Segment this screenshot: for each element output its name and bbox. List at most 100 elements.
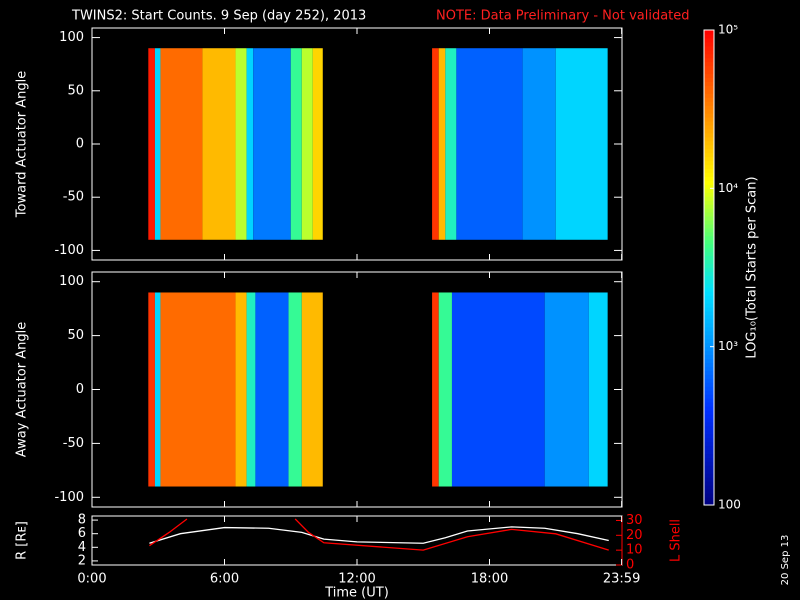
heat-cell	[438, 48, 446, 240]
colorbar-tick-label: 10³	[718, 339, 738, 353]
heat-cell	[160, 292, 236, 487]
heat-cell	[432, 292, 439, 487]
colorbar-swatch	[704, 497, 714, 502]
colorbar-swatch	[704, 247, 714, 253]
colorbar-swatch	[704, 287, 714, 292]
colorbar-swatch	[704, 485, 714, 490]
colorbar-swatch	[704, 255, 714, 261]
colorbar-swatch	[704, 117, 714, 122]
heat-cell	[160, 48, 203, 240]
colorbar-swatch	[704, 49, 714, 55]
colorbar-swatch	[704, 386, 714, 391]
colorbar-swatch	[704, 263, 714, 268]
colorbar-swatch	[704, 437, 714, 443]
colorbar-swatch	[704, 449, 714, 455]
colorbar-tick-label: 10⁵	[718, 23, 738, 37]
heat-cell	[438, 292, 452, 487]
colorbar-swatch	[704, 299, 714, 304]
colorbar-swatch	[704, 180, 714, 185]
heat-cell	[253, 48, 291, 240]
y-tick-label: -100	[54, 243, 84, 258]
colorbar-swatch	[704, 354, 714, 360]
y-tick-label: 100	[59, 274, 84, 289]
heat-cell	[202, 48, 236, 240]
colorbar-swatch	[704, 303, 714, 308]
colorbar-swatch	[704, 330, 714, 336]
colorbar-tick-label: 100	[718, 498, 741, 512]
note: NOTE: Data Preliminary - Not validated	[436, 9, 690, 24]
y-tick-label: 100	[59, 30, 84, 45]
colorbar-swatch	[704, 322, 714, 328]
colorbar-swatch	[704, 453, 714, 458]
colorbar-swatch	[704, 196, 714, 201]
heat-cell	[154, 292, 161, 487]
heat-cell	[235, 292, 247, 487]
colorbar-swatch	[704, 417, 714, 423]
colorbar-swatch	[704, 57, 714, 63]
colorbar-swatch	[704, 346, 714, 352]
colorbar-swatch	[704, 41, 714, 47]
colorbar-swatch	[704, 220, 714, 225]
heat-cell	[235, 48, 247, 240]
colorbar-swatch	[704, 402, 714, 407]
colorbar-swatch	[704, 140, 714, 146]
colorbar-swatch	[704, 378, 714, 383]
colorbar-swatch	[704, 239, 714, 245]
colorbar-swatch	[704, 338, 714, 344]
colorbar-swatch	[704, 160, 714, 166]
colorbar-swatch	[704, 279, 714, 284]
colorbar-swatch	[704, 445, 714, 451]
colorbar-swatch	[704, 477, 714, 482]
y2-tick-label: 10	[626, 543, 643, 558]
colorbar-swatch	[704, 350, 714, 356]
colorbar-swatch	[704, 172, 714, 177]
colorbar-swatch	[704, 235, 714, 241]
heat-cell	[288, 292, 302, 487]
y-tick-label: -50	[63, 190, 84, 205]
y2-tick-label: 30	[626, 513, 643, 528]
colorbar-swatch	[704, 81, 714, 86]
colorbar-swatch	[704, 184, 714, 189]
colorbar-label: LOG₁₀(Total Starts per Scan)	[745, 176, 760, 358]
colorbar-swatch	[704, 97, 714, 102]
colorbar-swatch	[704, 231, 714, 237]
colorbar-swatch	[704, 212, 714, 217]
colorbar-swatch	[704, 45, 714, 51]
colorbar-swatch	[704, 501, 714, 506]
colorbar-swatch	[704, 433, 714, 439]
colorbar-swatch	[704, 326, 714, 332]
colorbar-swatch	[704, 318, 714, 324]
colorbar-swatch	[704, 374, 714, 379]
colorbar-swatch	[704, 366, 714, 371]
y-axis-label: R [Rᴇ]	[15, 521, 30, 560]
colorbar-swatch	[704, 168, 714, 173]
colorbar-swatch	[704, 465, 714, 470]
colorbar-swatch	[704, 295, 714, 300]
colorbar-swatch	[704, 192, 714, 197]
x-axis-label: Time (UT)	[324, 586, 389, 600]
colorbar-swatch	[704, 410, 714, 415]
y-tick-label: 0	[76, 137, 84, 152]
heat-cell	[148, 292, 155, 487]
x-tick-label: 0:00	[77, 572, 106, 587]
colorbar-swatch	[704, 223, 714, 229]
colorbar-swatch	[704, 101, 714, 106]
line-series	[149, 526, 609, 544]
line-series	[149, 518, 609, 551]
colorbar-swatch	[704, 315, 714, 320]
y-tick-label: 50	[67, 83, 84, 98]
colorbar-swatch	[704, 164, 714, 170]
x-tick-label: 6:00	[210, 572, 239, 587]
colorbar-swatch	[704, 267, 714, 272]
x-tick-label: 23:59	[603, 572, 640, 587]
colorbar-swatch	[704, 136, 714, 142]
colorbar-swatch	[704, 243, 714, 249]
colorbar-swatch	[704, 394, 714, 399]
colorbar-swatch	[704, 132, 714, 138]
colorbar-swatch	[704, 93, 714, 98]
colorbar-swatch	[704, 469, 714, 474]
heat-cell	[154, 48, 161, 240]
colorbar-swatch	[704, 227, 714, 233]
